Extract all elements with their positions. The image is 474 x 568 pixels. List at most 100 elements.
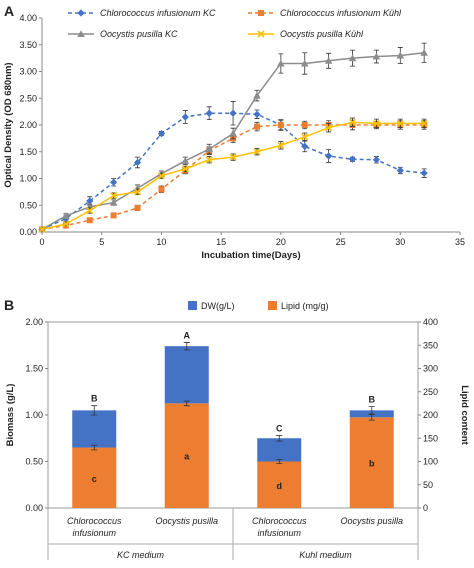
data-point: [157, 172, 165, 180]
y-tick-label: 2.00: [25, 317, 43, 327]
data-point: [181, 165, 189, 173]
legend-entry-2: Oocystis pusilla KC: [68, 29, 178, 39]
data-point: [110, 192, 118, 200]
data-point: [62, 220, 70, 228]
data-point: [420, 169, 428, 177]
y-tick-label: 1.00: [25, 410, 43, 420]
legend-entry-1: Chlorococcus infusionum Kühl: [248, 8, 402, 18]
bar-lipid: [164, 403, 209, 508]
panel-label-b: B: [4, 297, 14, 313]
dw-letter: B: [369, 395, 376, 405]
dw-letter: C: [276, 423, 283, 433]
legend-label: Oocystis pusilla Kühl: [280, 29, 364, 39]
chart-b: B DW(g/L) Lipid (mg/g) 0.00 0.50 1.00 1.50 2.00…: [4, 297, 470, 560]
data-point: [133, 188, 142, 196]
data-point: [277, 59, 285, 67]
category-label-line2: infusionum: [257, 528, 301, 538]
data-point: [229, 129, 237, 137]
y-axis-title: Optical Density (OD 680nm): [3, 62, 14, 187]
category-label: Chlorococcus: [67, 516, 122, 526]
x-tick-label: 10: [156, 237, 166, 247]
y-tick-label: 1.50: [19, 147, 37, 157]
data-point: [253, 110, 261, 118]
data-point: [86, 197, 94, 205]
y-tick-label: 2.50: [19, 93, 37, 103]
data-point: [277, 141, 285, 149]
series-0: [38, 101, 428, 233]
series-line: [41, 124, 425, 231]
y2-axis-title: Lipid content: [459, 385, 470, 445]
data-point: [109, 198, 118, 206]
error-bar-dw: [368, 406, 375, 415]
data-point: [181, 113, 189, 121]
category-label: Oocystis pusilla: [340, 516, 403, 526]
y2-tick-label: 200: [423, 410, 438, 420]
data-point: [158, 186, 165, 193]
data-point: [348, 118, 357, 126]
bar-lipid: [72, 447, 117, 508]
series-3: [38, 117, 428, 233]
data-point: [325, 152, 333, 160]
error-bar-lipid: [276, 459, 283, 464]
legend-entry-3: Oocystis pusilla Kühl: [248, 29, 364, 39]
error-bar-lipid: [183, 400, 190, 407]
bar-dw: [164, 346, 209, 404]
category-label-line2: infusionum: [72, 528, 116, 538]
x-tick-label: 30: [395, 237, 405, 247]
data-point: [134, 204, 141, 211]
error-bar-lipid: [368, 414, 375, 421]
legend-marker: [77, 9, 85, 17]
data-point: [300, 59, 309, 67]
x-tick-label: 20: [276, 237, 286, 247]
legend-label: DW(g/L): [201, 301, 235, 311]
legend-swatch: [268, 301, 277, 310]
data-point: [229, 153, 237, 161]
legend-marker: [257, 30, 265, 38]
data-point: [420, 119, 428, 127]
y-tick-label: 4.00: [19, 13, 37, 23]
bar-group-2: Cd Chlorococcus infusionum: [252, 423, 307, 538]
data-point: [229, 109, 237, 117]
y-axis-title: Biomass (g/L): [5, 384, 16, 447]
group-label: KC medium: [117, 550, 165, 560]
y2-tick-label: 150: [423, 433, 438, 443]
data-point: [157, 129, 166, 138]
x-tick-label: 25: [336, 237, 346, 247]
data-point: [86, 207, 94, 215]
data-point: [372, 119, 380, 127]
y-tick-label: 0.00: [19, 227, 37, 237]
data-point: [372, 156, 380, 164]
data-point: [396, 51, 405, 59]
legend-entry-0: Chlorococcus infusionum KC: [68, 8, 216, 18]
data-point: [348, 54, 357, 62]
x-axis-title: Incubation time(Days): [201, 250, 300, 261]
data-point: [348, 155, 357, 163]
data-point: [205, 156, 213, 164]
data-point: [253, 148, 261, 156]
legend-label: Chlorococcus infusionum Kühl: [280, 8, 402, 18]
data-point: [420, 48, 428, 56]
data-point: [133, 158, 142, 167]
x-tick-label: 15: [216, 237, 226, 247]
data-point: [253, 123, 260, 130]
lipid-letter: d: [277, 481, 283, 491]
y-tick-label: 0.00: [25, 503, 43, 513]
y2-tick-label: 100: [423, 457, 438, 467]
legend-swatch: [188, 301, 197, 310]
data-point: [325, 124, 333, 132]
y-tick-label: 1.00: [19, 174, 37, 184]
data-point: [110, 212, 117, 219]
y-tick-label: 0.50: [25, 457, 43, 467]
data-point: [372, 52, 381, 60]
bar-group-1: Aa Oocystis pusilla: [155, 330, 218, 526]
data-point: [396, 166, 404, 175]
bar-group-0: Bc Chlorococcus infusionum: [67, 394, 122, 538]
y2-tick-label: 0: [423, 503, 428, 513]
data-point: [277, 122, 284, 128]
data-point: [301, 133, 309, 141]
data-point: [181, 157, 190, 164]
data-point: [324, 57, 333, 64]
data-point: [205, 145, 213, 153]
legend-marker: [258, 10, 264, 16]
data-point: [301, 122, 308, 128]
